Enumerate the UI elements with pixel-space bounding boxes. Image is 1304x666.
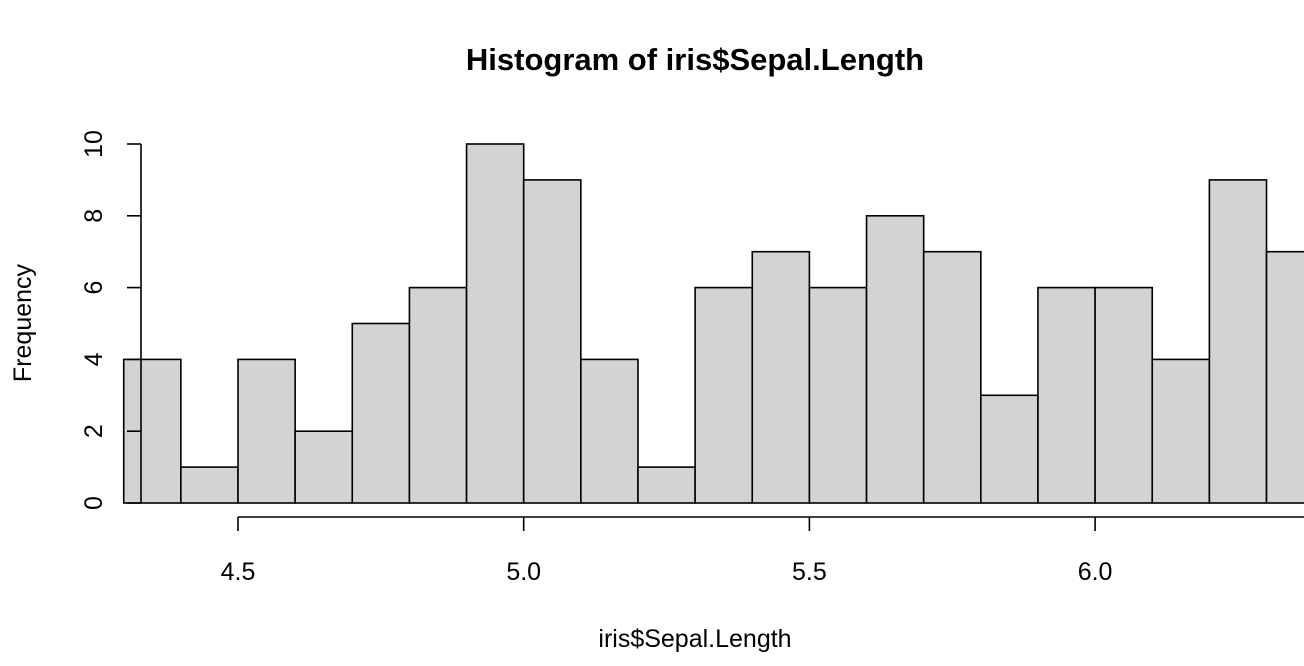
histogram-bar (1094, 286, 1154, 504)
x-axis: 4.55.05.56.06.57.07.58.0 (221, 516, 1304, 586)
histogram-bar (694, 286, 754, 504)
y-tick-label: 0 (80, 496, 108, 510)
y-tick-label: 2 (80, 424, 108, 438)
histogram-bar (522, 179, 582, 504)
histogram-bar (808, 286, 868, 504)
histogram-bar (1037, 286, 1096, 504)
x-tick-label: 5.0 (506, 558, 541, 586)
histogram-bar (1208, 179, 1268, 504)
histogram-bar (1265, 250, 1304, 504)
y-tick-label: 6 (80, 281, 108, 295)
x-axis-title: iris$Sepal.Length (598, 625, 791, 653)
histogram-bar (351, 322, 411, 504)
bars-group (122, 143, 1304, 504)
histogram-bar (1151, 358, 1211, 504)
histogram-bar (751, 250, 811, 504)
histogram-bar (180, 466, 239, 504)
chart-title: Histogram of iris$Sepal.Length (466, 42, 924, 77)
y-tick-label: 10 (80, 130, 108, 158)
x-tick-label: 6.0 (1078, 558, 1113, 586)
x-tick-label: 5.5 (792, 558, 827, 586)
y-tick-label: 8 (80, 209, 108, 223)
histogram-bar (922, 250, 982, 504)
histogram-bar (237, 358, 296, 504)
y-axis: 0 2 4 6 8 10 (80, 130, 142, 510)
histogram-bar (408, 286, 468, 504)
y-tick-label: 4 (80, 352, 108, 366)
histogram-bar (294, 430, 354, 504)
histogram-bar (865, 215, 925, 504)
histogram-bar (637, 466, 696, 504)
histogram-bar (580, 358, 639, 504)
histogram-bar (980, 394, 1039, 504)
x-tick-label: 4.5 (221, 558, 256, 586)
y-axis-title: Frequency (9, 263, 37, 382)
histogram-bar (465, 143, 525, 504)
